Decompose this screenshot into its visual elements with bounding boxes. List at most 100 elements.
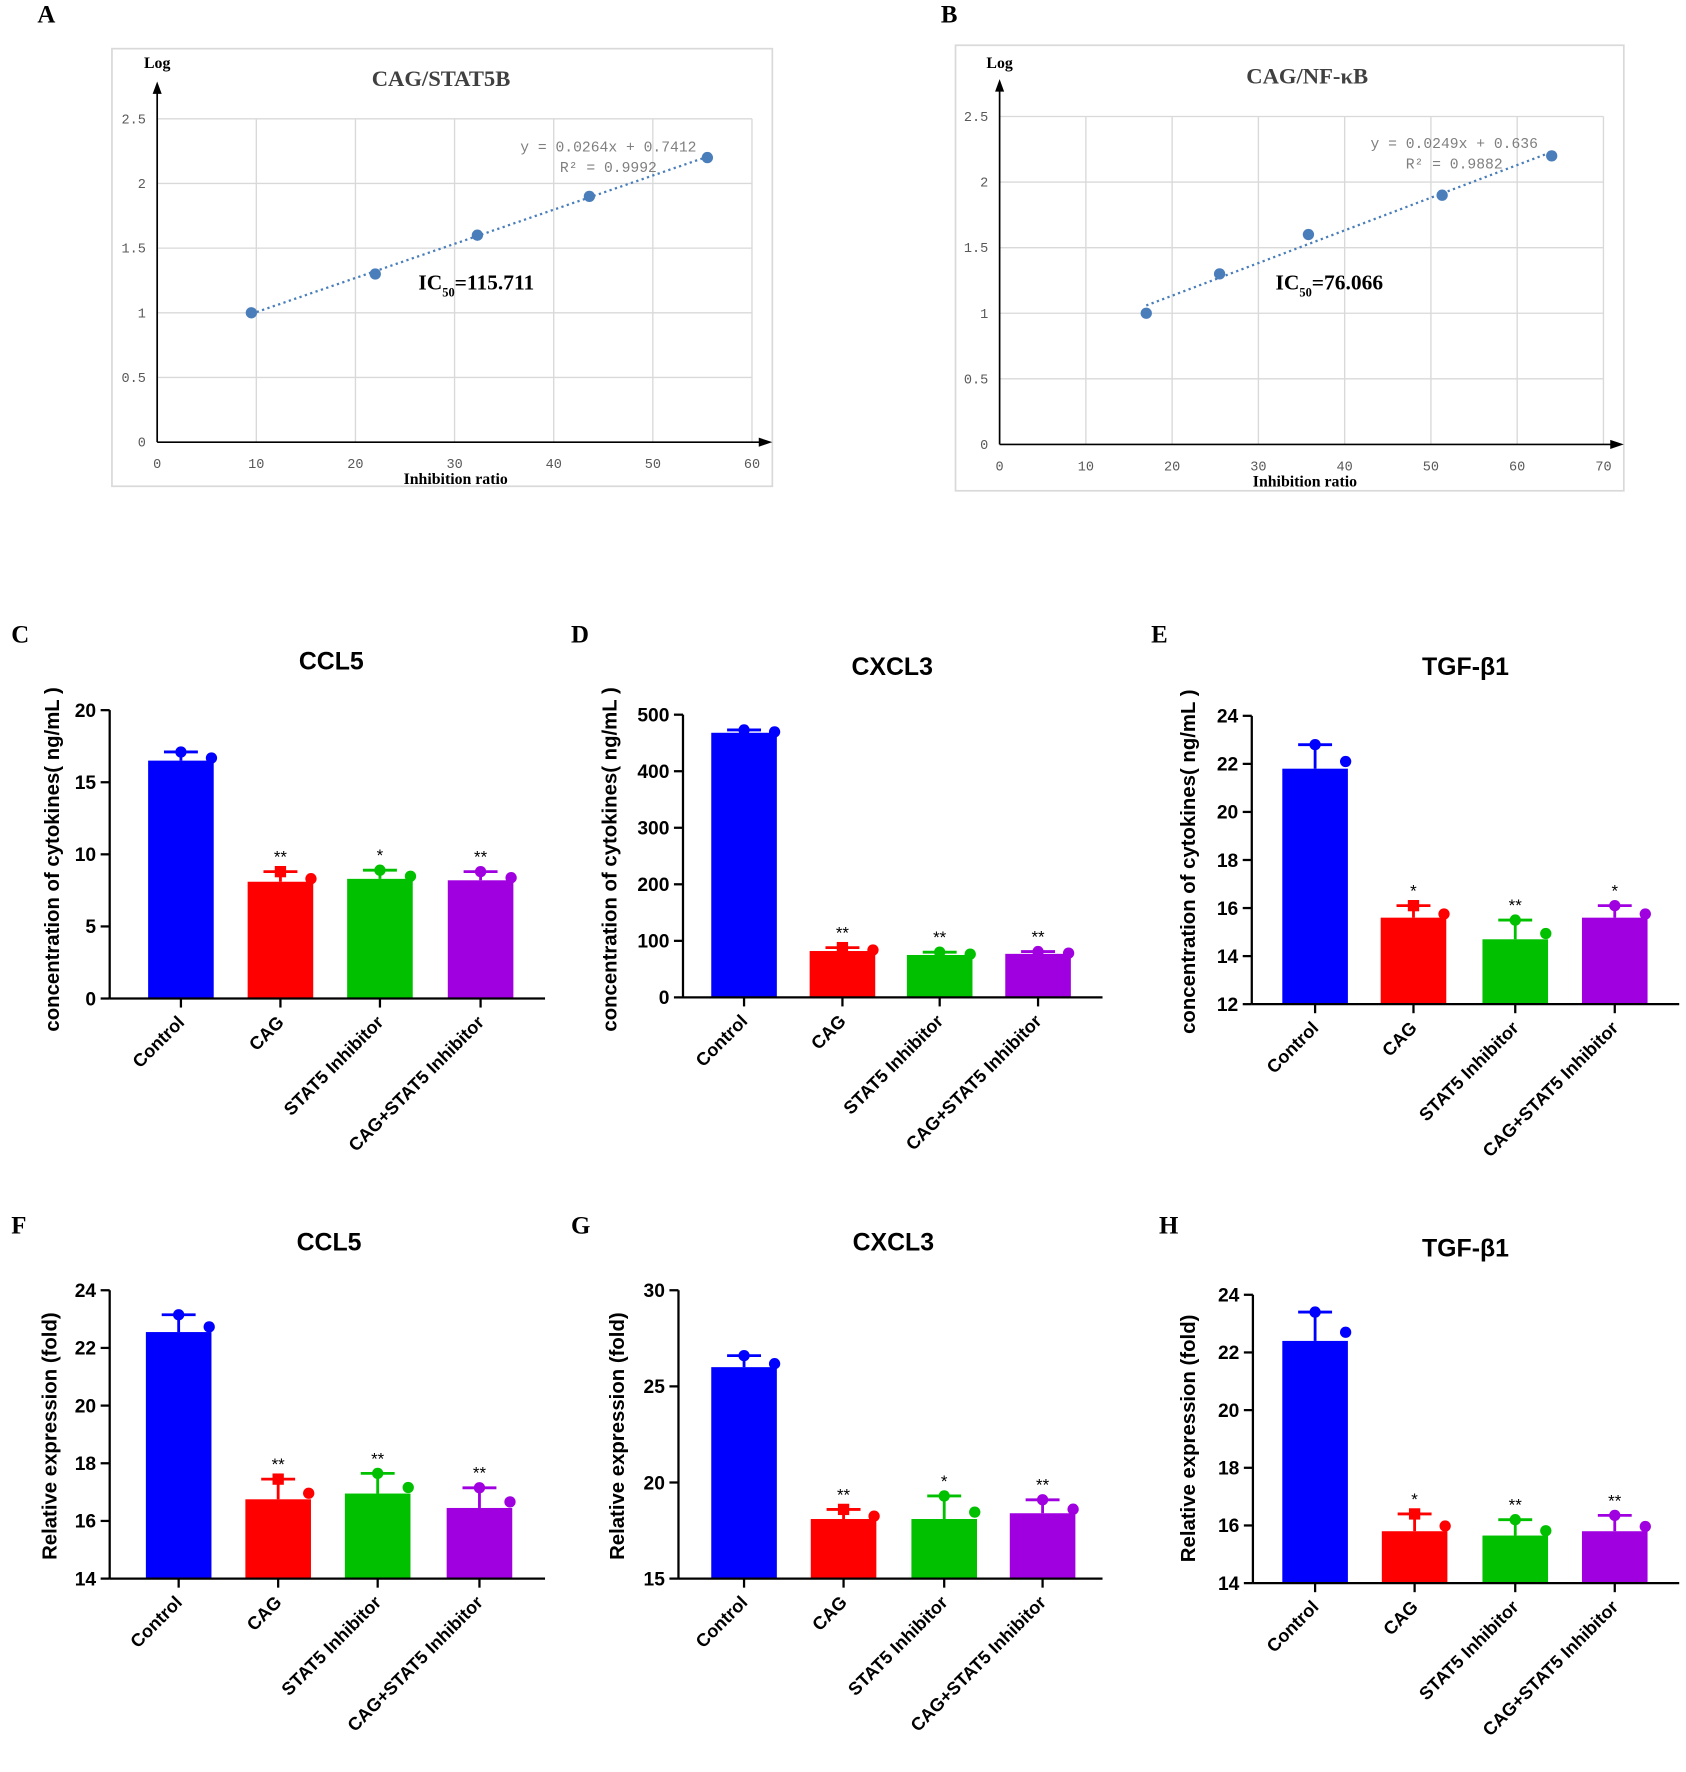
significance-marker: * [1611, 882, 1618, 901]
bar-cag [1380, 917, 1447, 1005]
data-point [1509, 1514, 1521, 1526]
chart-title: CAG/NF-κB [1246, 64, 1368, 89]
x-tick-label: CAG [807, 1011, 850, 1054]
x-tick-label: 0 [996, 460, 1004, 475]
y-tick-label: 0.5 [964, 373, 988, 388]
x-tick-label: 10 [1078, 460, 1094, 475]
x-tick-label: 40 [1337, 460, 1353, 475]
y-tick-label: 24 [1218, 1286, 1240, 1307]
bar-cag-stat5-inhibitor [1005, 953, 1071, 998]
data-point [768, 1358, 781, 1370]
x-tick-label: Control [126, 1592, 186, 1652]
bar-cag [245, 1499, 311, 1579]
y-tick-label: 1 [980, 308, 988, 323]
x-tick-label: Control [1263, 1018, 1323, 1078]
data-point [369, 268, 381, 280]
panel-c: C CCL5 concentration of cytokines( ng/mL )… [11, 621, 546, 1155]
data-point [836, 941, 849, 954]
r-squared-label: R² = 0.9992 [560, 161, 657, 177]
significance-marker: ** [473, 1464, 487, 1483]
data-point [1339, 755, 1352, 768]
y-tick-label: 2.5 [121, 113, 145, 128]
y-tick-label: 30 [644, 1281, 665, 1302]
bar-stat5-inhibitor [344, 1493, 411, 1579]
x-tick-label: 70 [1595, 460, 1611, 475]
chart-title: CXCL3 [851, 653, 933, 681]
y-tick-label: 20 [1218, 1401, 1239, 1422]
x-tick-label: STAT5 Inhibitor [280, 1012, 387, 1119]
y-axis-label: concentration of cytokines( ng/mL ) [42, 687, 64, 1031]
data-point [473, 1482, 486, 1494]
y-tick-label: 10 [75, 845, 96, 866]
x-tick-label: 40 [546, 458, 562, 473]
y-axis-label: Relative expression (fold) [40, 1312, 62, 1560]
bar-cag [809, 951, 876, 998]
x-tick-label: 30 [446, 458, 462, 473]
data-point [1540, 927, 1552, 940]
x-tick-label: 60 [744, 458, 760, 473]
chart-title: CCL5 [299, 647, 364, 675]
data-point [738, 724, 750, 736]
significance-marker: ** [933, 928, 947, 947]
data-point [402, 1481, 414, 1494]
significance-marker: * [377, 846, 384, 865]
bar-control [711, 1367, 777, 1579]
data-point [1509, 914, 1521, 926]
ic50-prefix: IC [1276, 271, 1300, 295]
panel-letter: F [11, 1213, 26, 1240]
ic50-subscript: 50 [1299, 285, 1311, 299]
x-tick-label: 20 [347, 458, 363, 473]
x-tick-label: STAT5 Inhibitor [278, 1592, 385, 1699]
x-tick-label: STAT5 Inhibitor [840, 1011, 947, 1118]
y-tick-label: 1 [138, 307, 146, 322]
y-tick-label: 14 [1217, 947, 1239, 968]
data-point [303, 1487, 315, 1499]
data-point [1407, 899, 1420, 912]
y-tick-label: 1.5 [964, 242, 988, 257]
ic50-label: IC50=115.711 [418, 271, 534, 300]
panel-letter: A [37, 2, 55, 29]
data-point [173, 1309, 185, 1321]
x-tick-label: Control [692, 1011, 752, 1071]
x-axis-label: Inhibition ratio [1253, 473, 1357, 490]
x-tick-label: CAG [245, 1012, 288, 1055]
panel-g: G CXCL3 Relative expression (fold) Control *… [571, 1213, 1103, 1735]
y-tick-label: 22 [75, 1339, 96, 1360]
x-axis-arrow-icon [1610, 439, 1624, 449]
data-point [1639, 1520, 1651, 1533]
x-tick-label: 30 [1250, 460, 1266, 475]
bar-cag [810, 1519, 877, 1579]
y-tick-label: 14 [1218, 1574, 1240, 1595]
y-axis-label: Log [986, 55, 1012, 72]
y-tick-label: 400 [637, 762, 669, 783]
significance-marker: ** [1031, 928, 1045, 947]
y-tick-label: 22 [1218, 1343, 1239, 1364]
y-tick-label: 20 [75, 1396, 96, 1417]
significance-marker: ** [272, 1455, 286, 1474]
significance-marker: ** [1036, 1476, 1050, 1495]
x-tick-label: 50 [645, 458, 661, 473]
significance-marker: ** [474, 848, 488, 867]
data-point [1408, 1508, 1421, 1520]
chart-title: CXCL3 [853, 1229, 935, 1257]
x-tick-label: 10 [248, 458, 264, 473]
bar-control [145, 1332, 212, 1579]
significance-marker: ** [837, 1485, 851, 1504]
data-point [1309, 738, 1321, 751]
bar-stat5-inhibitor [347, 878, 413, 999]
trendline-equation: y = 0.0264x + 0.7412 [520, 141, 696, 157]
y-tick-label: 0 [980, 439, 988, 454]
panel-a: A 0 0.5 1 1.5 2 2.5 0 10 20 30 40 50 60 Log Inhibition … [37, 2, 774, 488]
y-tick-label: 0.5 [121, 372, 145, 387]
y-tick-label: 2.5 [964, 111, 988, 126]
y-tick-label: 24 [75, 1281, 97, 1302]
trendline [1145, 150, 1553, 307]
data-point [868, 1510, 880, 1522]
y-tick-label: 22 [1217, 755, 1238, 776]
x-tick-label: STAT5 Inhibitor [1415, 1597, 1522, 1704]
x-tick-label: 0 [153, 458, 161, 473]
trendline-equation: y = 0.0249x + 0.636 [1370, 137, 1537, 153]
panel-letter: E [1151, 621, 1168, 648]
x-tick-label: Control [129, 1012, 189, 1072]
